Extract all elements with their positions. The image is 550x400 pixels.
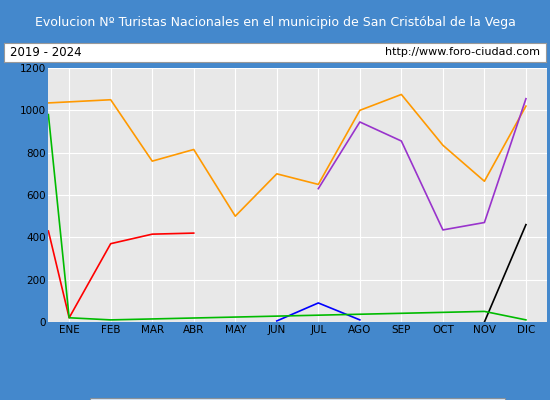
Text: http://www.foro-ciudad.com: http://www.foro-ciudad.com — [385, 47, 540, 57]
Legend: 2024, 2023, 2022, 2021, 2020, 2019: 2024, 2023, 2022, 2021, 2020, 2019 — [90, 398, 505, 400]
Text: Evolucion Nº Turistas Nacionales en el municipio de San Cristóbal de la Vega: Evolucion Nº Turistas Nacionales en el m… — [35, 16, 515, 29]
Text: 2019 - 2024: 2019 - 2024 — [10, 46, 81, 59]
